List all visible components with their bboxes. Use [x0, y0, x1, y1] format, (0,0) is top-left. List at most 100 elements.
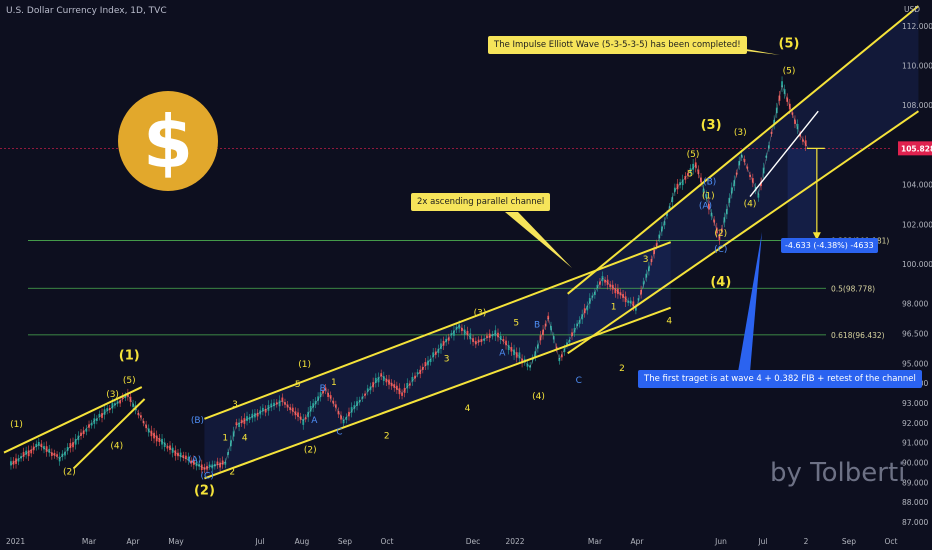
candle — [337, 411, 340, 415]
candle — [30, 449, 33, 454]
candle — [10, 461, 12, 466]
candle — [307, 411, 310, 418]
wave-label: (C) — [201, 471, 214, 481]
candle — [518, 352, 521, 359]
x-tick-label: Jul — [757, 537, 767, 546]
y-tick-label: 87.000 — [902, 518, 928, 527]
callout-target[interactable]: The first traget is at wave 4 + 0.382 FI… — [638, 370, 922, 388]
candle — [707, 203, 710, 210]
candle — [43, 445, 45, 450]
candle — [765, 155, 768, 158]
candle — [526, 363, 529, 367]
candle — [455, 326, 458, 330]
wave-label: (2) — [194, 483, 215, 498]
candle — [749, 174, 751, 177]
candle — [466, 330, 469, 336]
candle — [64, 451, 66, 456]
wave-label: B — [320, 384, 326, 394]
wave-label: (1) — [702, 192, 715, 202]
y-tick-label: 104.000 — [902, 181, 932, 190]
wave-label: 4 — [242, 434, 248, 444]
candle — [578, 320, 581, 324]
candle — [329, 395, 332, 399]
y-tick-label: 95.000 — [902, 359, 928, 368]
candle — [624, 296, 627, 303]
candle — [187, 456, 190, 461]
wave-label: 5 — [295, 380, 301, 390]
candle — [240, 419, 243, 424]
candle — [406, 383, 409, 389]
candle — [427, 360, 429, 366]
x-tick-label: Sep — [842, 537, 856, 546]
candle — [593, 291, 596, 296]
candle — [119, 400, 122, 404]
price-series — [0, 76, 892, 475]
candle — [483, 338, 486, 341]
candle — [566, 342, 568, 346]
candle — [663, 221, 666, 226]
measure-label: -4.633 (-4.38%) -4633 — [781, 238, 878, 253]
wave-label: 1 — [222, 434, 228, 444]
x-tick-label: Sep — [338, 537, 352, 546]
wave-label: A — [311, 416, 318, 426]
candle — [261, 407, 264, 412]
wave-label: (3) — [701, 118, 722, 133]
wave-labels: (1) (2) (3) (4) (5) (1) (2) (3) (4) (5) (1) (2) (3) (… — [10, 37, 799, 499]
candle — [393, 384, 396, 388]
candle — [453, 330, 455, 336]
candle — [264, 408, 267, 413]
candle — [302, 419, 305, 425]
candle — [497, 332, 499, 338]
candle — [291, 407, 294, 412]
candle — [486, 335, 488, 338]
wave-label: (2) — [714, 229, 727, 239]
candle — [401, 392, 403, 396]
candle — [278, 400, 281, 407]
candle — [238, 422, 240, 427]
wave-label: (5) — [779, 37, 800, 52]
callout-impulse[interactable]: The Impulse Elliott Wave (5-3-5-3-5) has… — [488, 36, 747, 54]
candle — [390, 382, 393, 387]
y-tick-label: 108.000 — [902, 101, 932, 110]
candle — [353, 405, 356, 409]
candle — [609, 284, 612, 288]
x-tick-label: Jun — [714, 537, 727, 546]
candle — [505, 340, 507, 346]
candle — [432, 352, 435, 358]
candle — [22, 452, 25, 457]
callout-channel[interactable]: 2x ascending parallel channel — [411, 193, 551, 211]
candle — [560, 354, 563, 358]
y-tick-label: 112.000 — [902, 22, 932, 31]
x-tick-label: Oct — [381, 537, 394, 546]
wave-label: (1) — [298, 360, 311, 370]
wave-label: 4 — [666, 317, 672, 327]
channel-line — [72, 398, 146, 470]
candle — [463, 329, 466, 335]
candle — [429, 358, 432, 363]
wave-label: (3) — [474, 309, 487, 319]
candle — [757, 193, 760, 198]
candle — [440, 343, 442, 350]
candle — [198, 463, 201, 467]
candle — [614, 288, 617, 294]
candle — [568, 339, 571, 343]
y-tick-label: 96.500 — [902, 329, 928, 338]
candle — [132, 403, 134, 407]
candle — [642, 281, 645, 285]
candle — [534, 351, 537, 357]
candle — [116, 401, 119, 404]
candle — [17, 458, 20, 462]
candle — [377, 377, 380, 383]
wave-label: 3 — [643, 255, 649, 265]
candle — [137, 412, 140, 416]
candle — [720, 228, 723, 232]
wave-label: 2 — [384, 432, 390, 442]
candle — [114, 403, 116, 406]
channel-band — [567, 5, 919, 354]
candle — [424, 362, 427, 367]
channel-lines — [3, 5, 920, 480]
candle — [256, 412, 259, 417]
candle — [69, 443, 72, 449]
candle — [190, 460, 193, 464]
wave-label: (3) — [106, 390, 119, 400]
